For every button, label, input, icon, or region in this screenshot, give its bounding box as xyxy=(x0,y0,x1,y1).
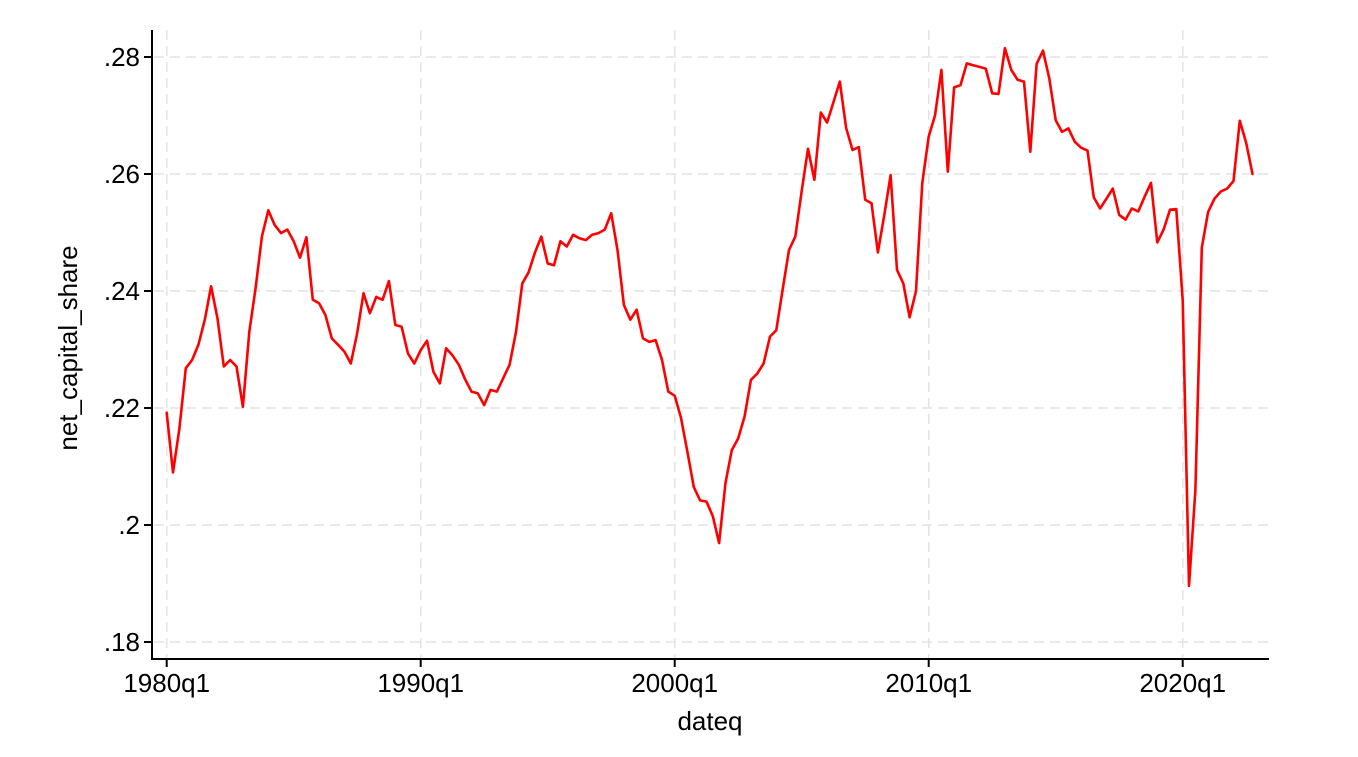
y-tick-label: .26 xyxy=(104,159,140,189)
axes xyxy=(151,30,1269,660)
y-tick-label: .22 xyxy=(104,393,140,423)
gridlines xyxy=(154,30,1268,658)
x-tick-label: 1980q1 xyxy=(123,668,210,698)
tick-marks xyxy=(144,56,1184,667)
x-axis-title: dateq xyxy=(677,706,742,736)
y-tick-label: .2 xyxy=(118,510,140,540)
x-tick-label: 2000q1 xyxy=(631,668,718,698)
y-tick-label: .28 xyxy=(104,42,140,72)
y-axis-title: net_capital_share xyxy=(53,245,83,450)
y-tick-label: .24 xyxy=(104,276,140,306)
x-tick-label: 2010q1 xyxy=(885,668,972,698)
series-line-net-capital-share xyxy=(165,46,1254,588)
y-tick-label: .18 xyxy=(104,627,140,657)
x-tick-label: 1990q1 xyxy=(377,668,464,698)
x-tick-label: 2020q1 xyxy=(1139,668,1226,698)
